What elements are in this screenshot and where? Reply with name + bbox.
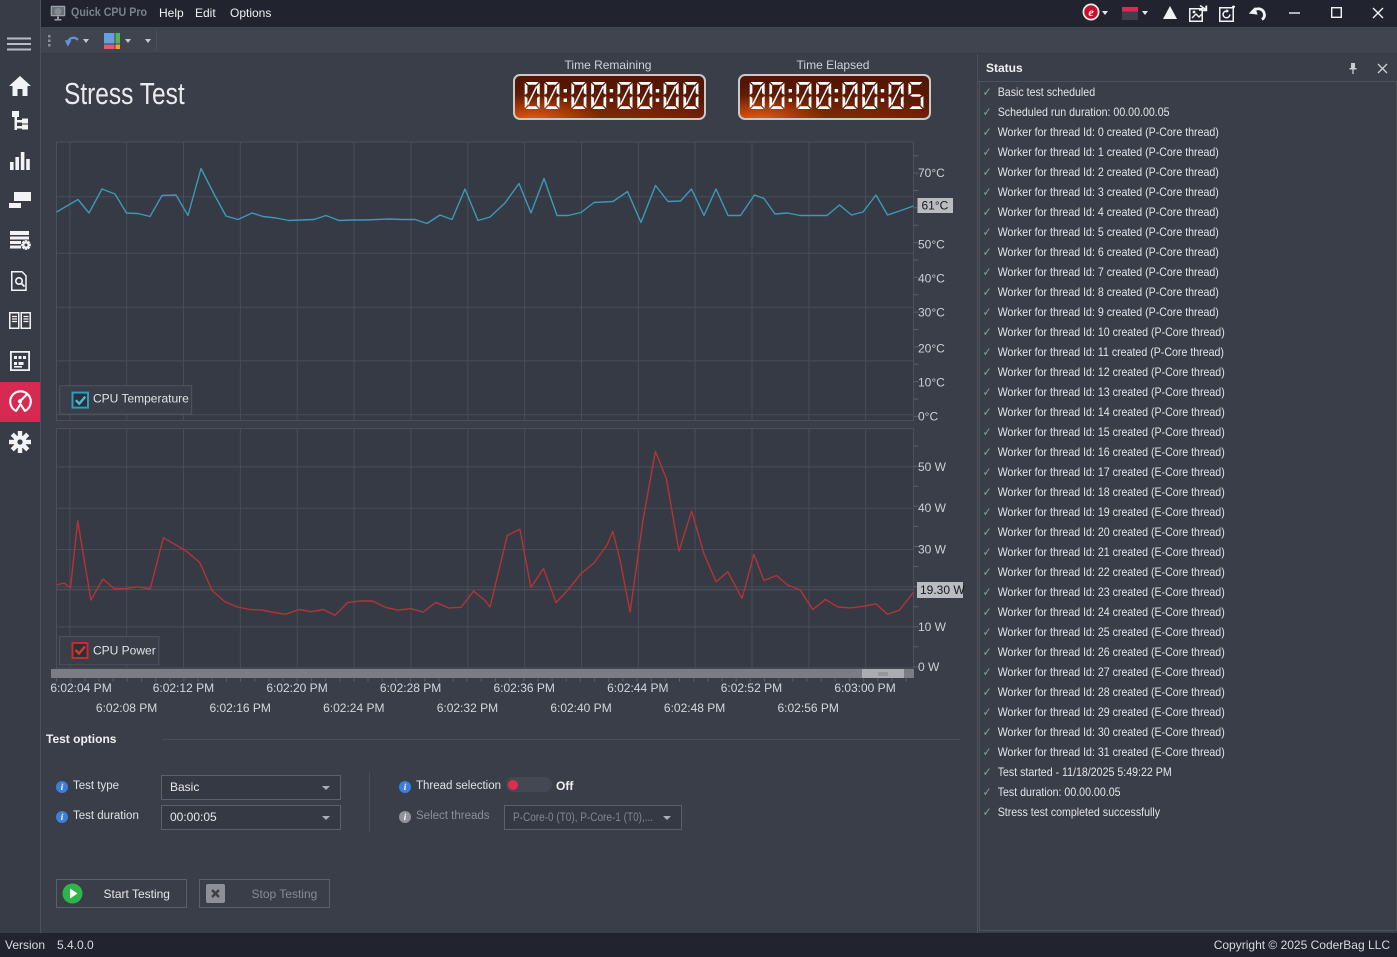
svg-text:20°C: 20°C [918,341,945,355]
svg-text:6:02:40 PM: 6:02:40 PM [550,701,611,715]
svg-text:6:02:24 PM: 6:02:24 PM [323,701,384,715]
svg-text:6:02:16 PM: 6:02:16 PM [210,701,271,715]
svg-text:61°C: 61°C [922,199,949,213]
svg-text:6:02:32 PM: 6:02:32 PM [437,701,498,715]
svg-text:30 W: 30 W [918,543,947,557]
svg-text:30°C: 30°C [918,306,945,320]
svg-text:40°C: 40°C [918,272,945,286]
svg-text:0 W: 0 W [918,660,940,674]
svg-text:40 W: 40 W [918,501,947,515]
svg-text:6:02:44 PM: 6:02:44 PM [607,681,668,695]
svg-text:6:02:52 PM: 6:02:52 PM [721,681,782,695]
svg-text:70°C: 70°C [918,166,945,180]
svg-text:10 W: 10 W [918,620,947,634]
svg-text:0°C: 0°C [918,409,938,423]
svg-text:e: e [1088,5,1094,19]
svg-text:19.30 W: 19.30 W [920,583,965,597]
svg-text:CPU Power: CPU Power [93,644,156,658]
svg-text:6:02:28 PM: 6:02:28 PM [380,681,441,695]
svg-text:6:02:20 PM: 6:02:20 PM [266,681,327,695]
svg-text:6:02:48 PM: 6:02:48 PM [664,701,725,715]
svg-text:50°C: 50°C [918,238,945,252]
svg-text:6:02:12 PM: 6:02:12 PM [153,681,214,695]
svg-text:6:02:36 PM: 6:02:36 PM [494,681,555,695]
svg-text:10°C: 10°C [918,375,945,389]
svg-text:6:02:08 PM: 6:02:08 PM [96,701,157,715]
svg-text:6:02:04 PM: 6:02:04 PM [50,681,111,695]
svg-text:CPU Temperature: CPU Temperature [93,392,189,406]
svg-text:6:03:00 PM: 6:03:00 PM [834,681,895,695]
svg-text:50 W: 50 W [918,460,947,474]
svg-text:6:02:56 PM: 6:02:56 PM [778,701,839,715]
